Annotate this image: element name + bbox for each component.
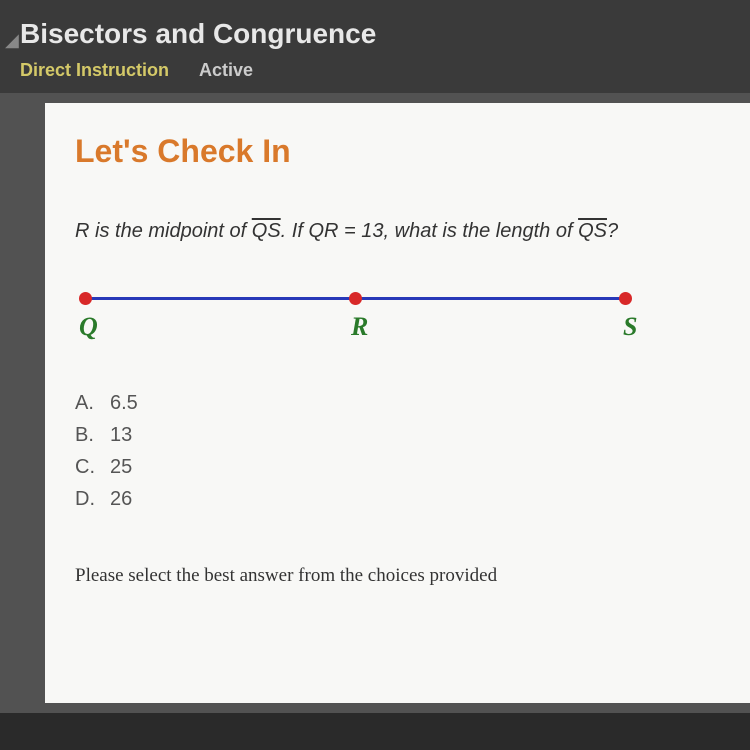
tab-direct-instruction[interactable]: Direct Instruction bbox=[20, 60, 169, 81]
tabs-container: Direct Instruction Active bbox=[20, 60, 730, 81]
question-part1: is the midpoint of bbox=[89, 220, 251, 242]
question-part2: . If bbox=[281, 220, 309, 242]
collapse-arrow-icon[interactable]: ◢ bbox=[5, 30, 19, 51]
question-part3: = bbox=[338, 220, 361, 242]
question-text: R is the midpoint of QS. If QR = 13, wha… bbox=[75, 215, 720, 247]
point-q bbox=[79, 292, 92, 305]
choice-d[interactable]: D.26 bbox=[75, 483, 720, 515]
choice-letter-d: D. bbox=[75, 483, 110, 515]
choice-letter-b: B. bbox=[75, 419, 110, 451]
choice-value-b: 13 bbox=[110, 424, 132, 446]
question-var-qr: QR bbox=[308, 220, 338, 242]
section-title: Let's Check In bbox=[75, 133, 720, 170]
line-segment-diagram: Q R S bbox=[75, 287, 635, 357]
content-panel: Let's Check In R is the midpoint of QS. … bbox=[45, 103, 750, 703]
choice-a[interactable]: A.6.5 bbox=[75, 387, 720, 419]
label-s: S bbox=[623, 312, 637, 342]
choice-c[interactable]: C.25 bbox=[75, 451, 720, 483]
question-var-r: R bbox=[75, 220, 89, 242]
choice-b[interactable]: B.13 bbox=[75, 419, 720, 451]
choice-value-a: 6.5 bbox=[110, 392, 138, 414]
question-segment-qs2: QS bbox=[578, 220, 607, 242]
instruction-text: Please select the best answer from the c… bbox=[75, 565, 720, 587]
header: Bisectors and Congruence Direct Instruct… bbox=[0, 0, 750, 93]
content-wrapper: ◢ Let's Check In R is the midpoint of QS… bbox=[0, 93, 750, 713]
label-q: Q bbox=[79, 312, 98, 342]
tab-active[interactable]: Active bbox=[199, 60, 253, 81]
answer-choices: A.6.5 B.13 C.25 D.26 bbox=[75, 387, 720, 515]
question-segment-qs1: QS bbox=[252, 220, 281, 242]
point-s bbox=[619, 292, 632, 305]
question-value: 13 bbox=[361, 220, 383, 242]
label-r: R bbox=[351, 312, 368, 342]
question-part5: ? bbox=[607, 220, 618, 242]
choice-value-d: 26 bbox=[110, 488, 132, 510]
choice-value-c: 25 bbox=[110, 456, 132, 478]
page-title: Bisectors and Congruence bbox=[20, 18, 730, 50]
choice-letter-c: C. bbox=[75, 451, 110, 483]
question-part4: , what is the length of bbox=[384, 220, 579, 242]
point-r bbox=[349, 292, 362, 305]
choice-letter-a: A. bbox=[75, 387, 110, 419]
